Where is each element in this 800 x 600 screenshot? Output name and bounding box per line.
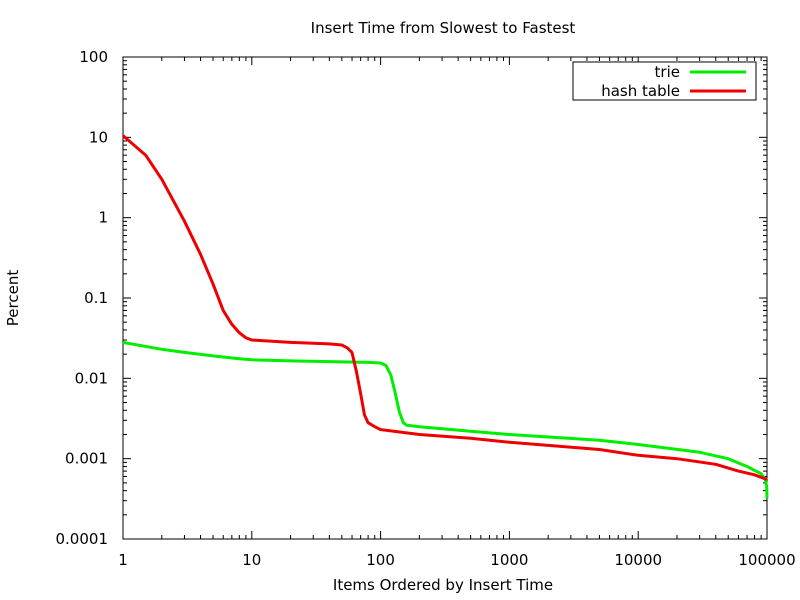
x-axis: 1 10 100 1000 10000 100000 <box>118 57 796 569</box>
x-axis-label: Items Ordered by Insert Time <box>333 576 553 594</box>
y-tick-label: 0.0001 <box>56 530 109 548</box>
y-tick-label: 100 <box>79 48 108 66</box>
legend-box <box>572 61 757 101</box>
x-tick-label: 10 <box>242 551 261 569</box>
legend-label: trie <box>655 63 680 81</box>
y-tick-label: 10 <box>89 128 108 146</box>
series-layer <box>122 134 769 499</box>
y-tick-label: 0.01 <box>75 369 108 387</box>
y-tick-label: 0.001 <box>65 450 108 468</box>
series-line-trie <box>122 340 769 499</box>
y-tick-label: 1 <box>98 209 108 227</box>
x-tick-label: 100 <box>366 551 395 569</box>
chart-title: Insert Time from Slowest to Fastest <box>311 19 576 37</box>
y-axis: 0.0001 0.001 0.01 0.1 1 10 100 <box>56 48 767 548</box>
y-tick-label: 0.1 <box>84 289 108 307</box>
x-tick-label: 1 <box>118 551 128 569</box>
x-tick-label: 100000 <box>738 551 795 569</box>
x-tick-label: 1000 <box>490 551 528 569</box>
x-tick-label: 10000 <box>614 551 662 569</box>
y-axis-label: Percent <box>4 270 22 327</box>
series-line-hash-table <box>122 134 768 481</box>
legend-label: hash table <box>601 82 680 100</box>
